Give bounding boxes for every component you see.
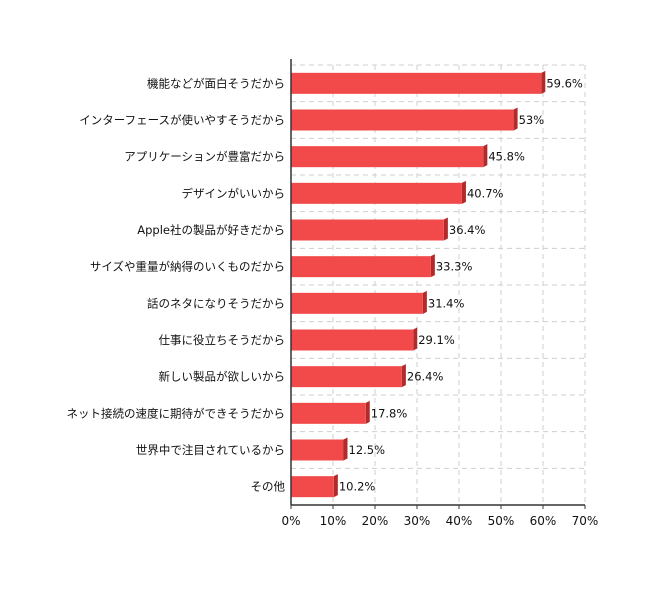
category-label: 話のネタになりそうだから — [147, 296, 285, 310]
bar — [291, 256, 431, 278]
bar — [291, 439, 344, 461]
bar-side — [513, 107, 518, 131]
category-label: アプリケーションが豊富だから — [124, 150, 285, 164]
axes — [290, 59, 586, 509]
x-tick-label: 20% — [362, 514, 389, 528]
bar-side — [365, 400, 370, 424]
bar — [291, 146, 484, 168]
x-tick-label: 40% — [446, 514, 473, 528]
value-label: 33.3% — [436, 260, 473, 274]
category-label: 仕事に役立ちそうだから — [159, 333, 286, 347]
bar — [291, 476, 334, 498]
value-label: 17.8% — [371, 406, 408, 420]
x-tick-label: 60% — [530, 514, 557, 528]
value-label: 26.4% — [407, 370, 444, 384]
category-label: 機能などが面白そうだから — [147, 76, 285, 90]
bar — [291, 402, 366, 424]
value-label: 29.1% — [418, 333, 455, 347]
bar-side — [343, 437, 348, 461]
grid-lines — [291, 64, 586, 506]
bar — [291, 72, 542, 94]
bar — [291, 182, 462, 204]
value-label: 53% — [519, 113, 545, 127]
bar-side — [461, 180, 466, 204]
bar-side — [401, 364, 406, 388]
bar-side — [333, 474, 338, 498]
bar — [291, 219, 444, 241]
value-label: 59.6% — [546, 76, 583, 90]
value-label: 45.8% — [488, 150, 525, 164]
category-label: インターフェースが使いやすそうだから — [79, 113, 285, 127]
category-label: ネット接続の速度に期待ができそうだから — [67, 406, 286, 420]
category-label: その他 — [251, 480, 286, 494]
bar — [291, 292, 423, 314]
bar — [291, 109, 514, 131]
category-label: Apple社の製品が好きだから — [137, 223, 285, 237]
category-label: 新しい製品が欲しいから — [159, 370, 286, 384]
x-tick-label: 50% — [488, 514, 515, 528]
value-label: 40.7% — [467, 186, 504, 200]
bar-side — [443, 217, 448, 241]
x-tick-label: 30% — [404, 514, 431, 528]
x-tick-label: 70% — [572, 514, 599, 528]
bar-side — [541, 70, 546, 94]
value-labels: 59.6% 53% 45.8% 40.7% 36.4% 33.3% 31.4% 29.1% 26… — [339, 76, 583, 493]
value-label: 36.4% — [449, 223, 486, 237]
category-label: 世界中で注目されているから — [136, 443, 285, 457]
value-label: 12.5% — [349, 443, 386, 457]
bar — [291, 329, 414, 351]
bar-side — [422, 290, 427, 314]
x-tick-labels: 0% 10% 20% 30% 40% 50% 60% 70% — [281, 514, 598, 528]
category-label: サイズや重量が納得のいくものだから — [90, 260, 285, 274]
value-label: 31.4% — [428, 296, 465, 310]
x-tick-label: 10% — [320, 514, 347, 528]
x-tick-label: 0% — [281, 514, 300, 528]
bar-side — [413, 327, 418, 351]
bars — [291, 70, 546, 498]
bar-side — [430, 254, 435, 278]
bar-side — [483, 144, 488, 168]
category-label: デザインがいいから — [182, 186, 286, 200]
category-labels: 機能などが面白そうだからインターフェースが使いやすそうだからアプリケーションが豊… — [67, 76, 286, 493]
value-label: 10.2% — [339, 480, 376, 494]
bar — [291, 366, 402, 388]
